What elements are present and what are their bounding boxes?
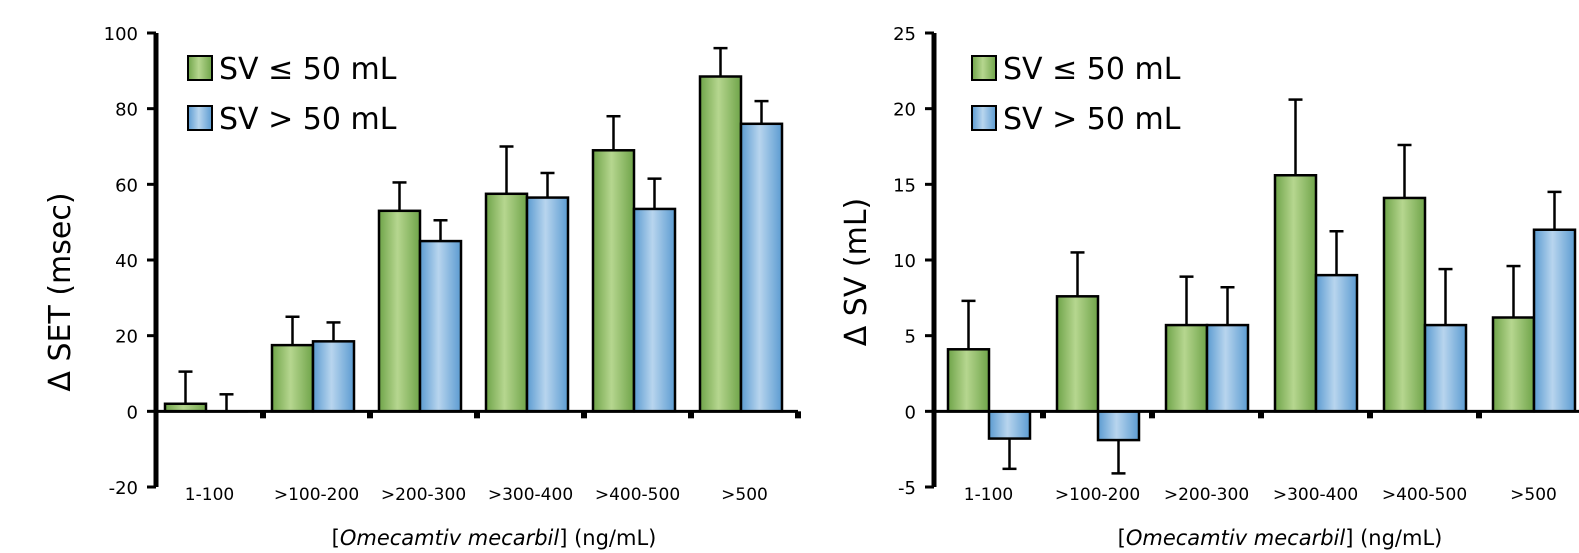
x-tick: [1476, 411, 1482, 419]
x-tick: [260, 411, 266, 419]
plot-area: [163, 46, 784, 413]
x-tick-label: 1-100: [964, 485, 1013, 505]
y-tick-label: 40: [115, 251, 138, 272]
bar: [739, 122, 784, 413]
x-tick: [474, 411, 480, 419]
bar: [1532, 228, 1577, 413]
legend-swatch: [971, 55, 997, 81]
x-tick: [795, 411, 801, 419]
legend-item: SV > 50 mL: [187, 102, 397, 137]
bar: [1055, 295, 1100, 413]
legend: SV ≤ 50 mL SV > 50 mL: [187, 52, 397, 137]
bar: [1382, 196, 1427, 413]
bar: [987, 410, 1032, 440]
x-tick-label: >100-200: [1055, 485, 1140, 505]
bar: [377, 209, 422, 413]
x-tick: [367, 411, 373, 419]
legend-item: SV > 50 mL: [971, 102, 1181, 137]
bar: [525, 196, 570, 413]
x-tick-label: >400-500: [595, 485, 680, 505]
y-axis-label: Δ SV (mL): [839, 198, 874, 347]
x-tick-label: >500: [721, 485, 768, 505]
legend-item: SV ≤ 50 mL: [187, 52, 397, 87]
y-tick-label: 25: [893, 24, 916, 45]
bar: [1205, 323, 1250, 413]
bar: [1164, 323, 1209, 413]
x-tick-label: >300-400: [488, 485, 573, 505]
legend-label: SV > 50 mL: [1003, 102, 1181, 137]
legend-label: SV ≤ 50 mL: [1003, 52, 1181, 87]
y-tick-label: 20: [115, 327, 138, 348]
bar: [1491, 316, 1536, 413]
x-tick-label: >200-300: [381, 485, 466, 505]
legend-item: SV ≤ 50 mL: [971, 52, 1181, 87]
x-tick-label: >400-500: [1382, 485, 1467, 505]
bar: [591, 149, 636, 413]
chart-right: Δ SV (mL) [Omecamtiv mecarbil] (ng/mL) S…: [839, 24, 1579, 550]
y-tick-label: 5: [905, 327, 916, 348]
bar: [698, 75, 743, 413]
x-axis-label: [Omecamtiv mecarbil] (ng/mL): [332, 526, 657, 550]
y-tick-label: 60: [115, 175, 138, 196]
y-tick-label: 0: [905, 402, 916, 423]
chart-left: Δ SET (msec) [Omecamtiv mecarbil] (ng/mL…: [43, 24, 801, 550]
legend-swatch: [187, 105, 213, 131]
y-tick-label: 80: [115, 100, 138, 121]
x-tick-label: >500: [1510, 485, 1557, 505]
y-axis-label: Δ SET (msec): [43, 192, 78, 391]
y-tick-label: 15: [893, 175, 916, 196]
y-tick-label: 100: [104, 24, 138, 45]
bar: [1096, 410, 1141, 442]
x-tick-label: >100-200: [274, 485, 359, 505]
y-tick-label: 0: [127, 402, 138, 423]
bar: [632, 207, 677, 413]
x-axis-label: [Omecamtiv mecarbil] (ng/mL): [1118, 526, 1443, 550]
x-tick: [1149, 411, 1155, 419]
bar: [1273, 174, 1318, 413]
legend-label: SV > 50 mL: [219, 102, 397, 137]
bar: [1423, 323, 1468, 413]
x-tick: [1367, 411, 1373, 419]
x-tick: [688, 411, 694, 419]
x-tick-label: >300-400: [1273, 485, 1358, 505]
bar: [946, 348, 991, 413]
legend: SV ≤ 50 mL SV > 50 mL: [971, 52, 1181, 137]
bar: [484, 192, 529, 413]
bar: [311, 340, 356, 413]
bar: [1314, 273, 1359, 413]
x-tick: [1040, 411, 1046, 419]
y-tick-label: -5: [898, 478, 916, 499]
y-tick-label: -20: [109, 478, 138, 499]
legend-label: SV ≤ 50 mL: [219, 52, 397, 87]
y-tick-label: 20: [893, 100, 916, 121]
x-tick-label: 1-100: [185, 485, 234, 505]
x-tick-label: >200-300: [1164, 485, 1249, 505]
x-tick: [581, 411, 587, 419]
x-tick: [1258, 411, 1264, 419]
bar: [418, 239, 463, 413]
bar: [270, 343, 315, 413]
legend-swatch: [187, 55, 213, 81]
legend-swatch: [971, 105, 997, 131]
y-tick-label: 10: [893, 251, 916, 272]
